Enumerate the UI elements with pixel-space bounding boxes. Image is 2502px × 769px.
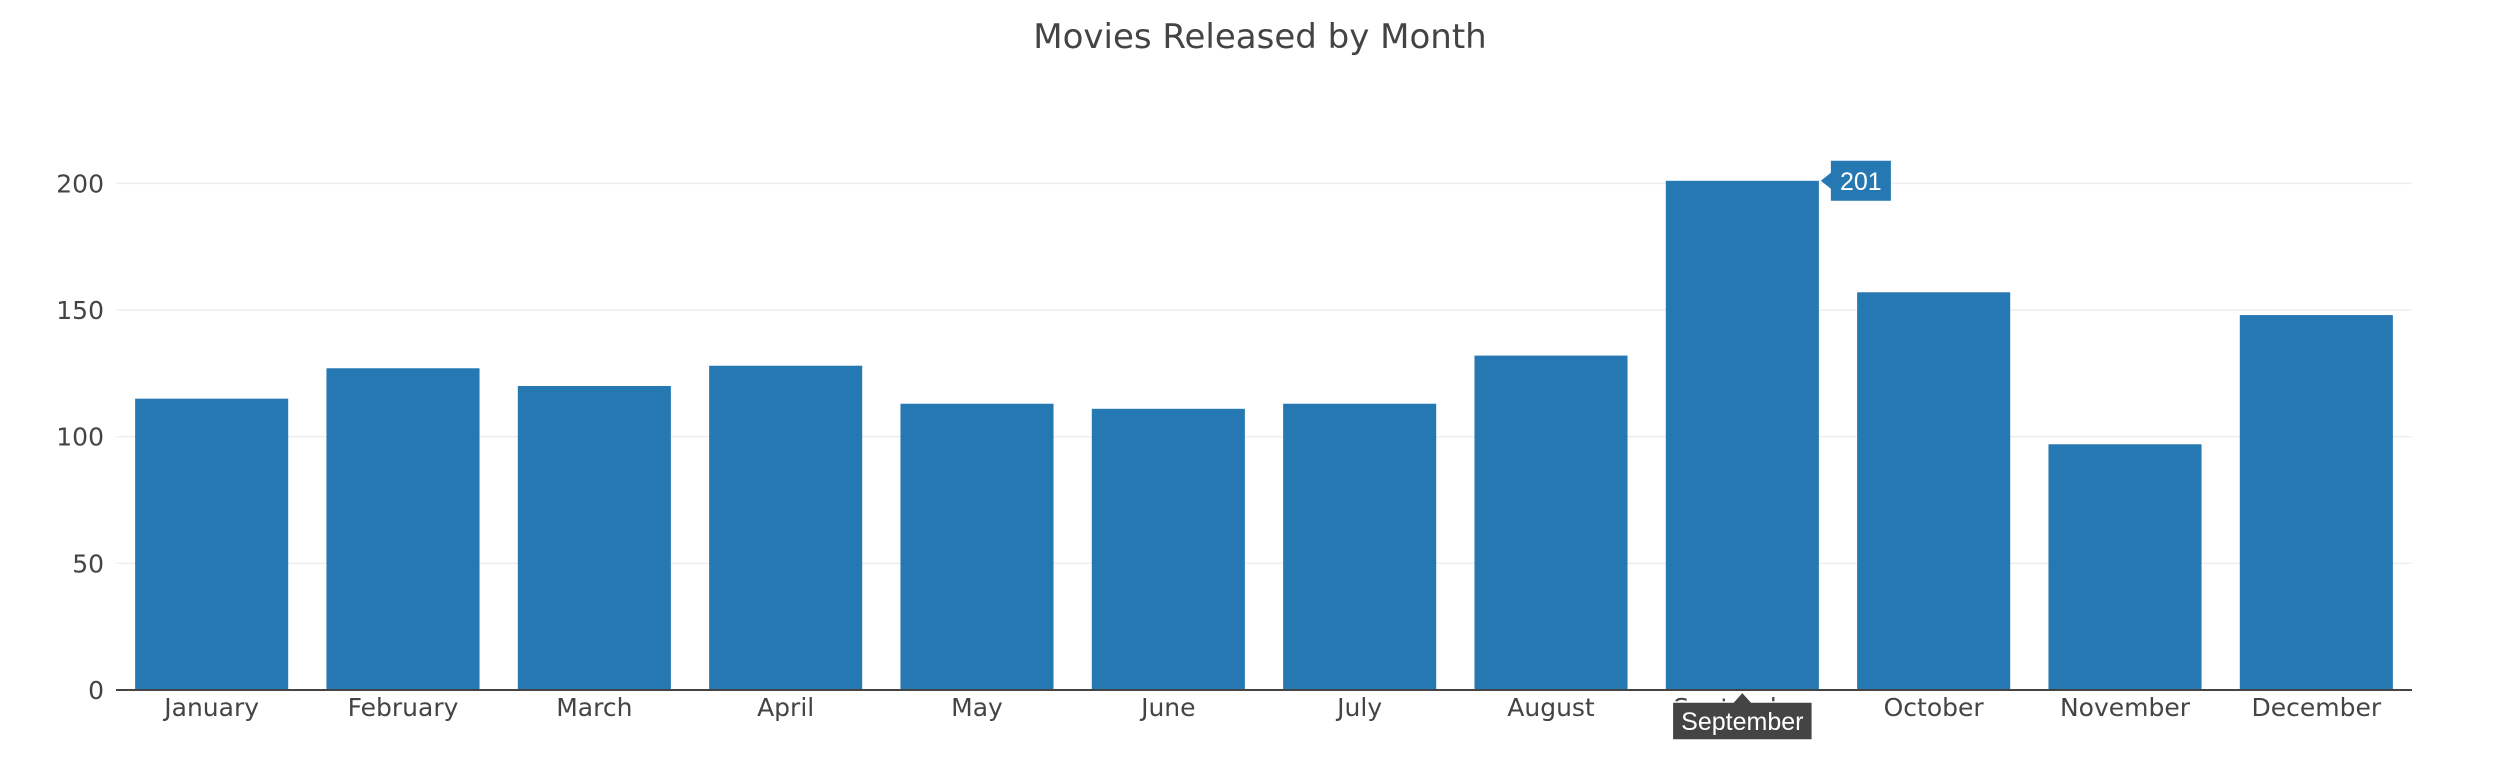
bar-october[interactable]	[1857, 292, 2011, 690]
x-tick-label: December	[2252, 693, 2382, 722]
tick-labels: 0 50 100 150 200 January February March April May…	[56, 169, 2382, 722]
x-tick-label: June	[1139, 693, 1195, 722]
y-tick-label: 100	[56, 423, 104, 452]
category-tooltip-label: September	[1681, 708, 1803, 736]
bar-january[interactable]	[135, 398, 289, 690]
bar-july[interactable]	[1283, 403, 1437, 690]
x-tick-label: February	[348, 693, 459, 722]
chart-title: Movies Released by Month	[1033, 17, 1486, 57]
x-tick-label: August	[1507, 693, 1595, 722]
x-tick-label: April	[757, 693, 814, 722]
bar-november[interactable]	[2048, 444, 2202, 690]
x-tick-label: May	[951, 693, 1003, 722]
bar-april[interactable]	[709, 365, 863, 690]
bars	[135, 180, 2393, 691]
x-tick-label: January	[162, 693, 259, 722]
x-tick-label: November	[2060, 693, 2191, 722]
category-tooltip: September	[1671, 690, 1814, 741]
bar-december[interactable]	[2239, 315, 2393, 690]
y-tick-label: 0	[88, 676, 104, 705]
x-tick-label: July	[1335, 693, 1382, 722]
value-tooltip-label: 201	[1840, 168, 1882, 196]
category-tooltip-box	[1671, 690, 1814, 741]
value-tooltip: 201	[1820, 160, 1891, 201]
value-tooltip-box	[1820, 160, 1891, 201]
bar-march[interactable]	[517, 386, 671, 690]
x-tick-label: October	[1884, 693, 1985, 722]
bar-september[interactable]	[1665, 180, 1819, 691]
hover-tooltips: 201 September	[1671, 160, 1891, 741]
bar-february[interactable]	[326, 368, 480, 690]
y-tick-label: 50	[72, 549, 104, 578]
bar-august[interactable]	[1474, 355, 1628, 690]
x-tick-label: March	[556, 693, 632, 722]
grid-lines	[116, 182, 2412, 565]
y-tick-label: 200	[56, 169, 104, 198]
bar-june[interactable]	[1091, 408, 1245, 690]
y-tick-label: 150	[56, 296, 104, 325]
bar-may[interactable]	[900, 403, 1054, 690]
